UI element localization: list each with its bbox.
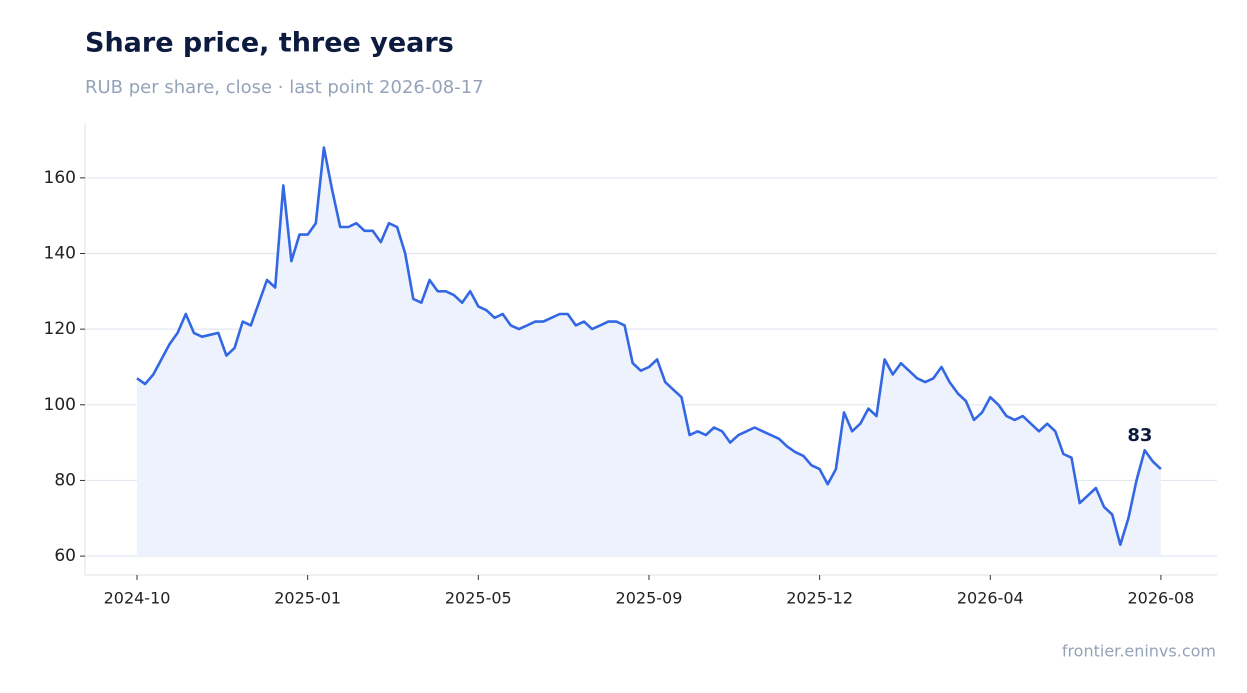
y-tick-label: 120 bbox=[44, 319, 76, 339]
last-value-label: 83 bbox=[1127, 425, 1152, 446]
x-tick-label: 2026-04 bbox=[957, 589, 1024, 608]
y-tick-label: 100 bbox=[44, 395, 76, 415]
x-tick-label: 2025-05 bbox=[445, 589, 512, 608]
y-tick-label: 160 bbox=[44, 168, 76, 188]
x-tick-label: 2026-08 bbox=[1127, 589, 1194, 608]
chart-subtitle: RUB per share, close · last point 2026-0… bbox=[85, 77, 484, 98]
area bbox=[137, 147, 1161, 557]
x-tick-label: 2025-09 bbox=[616, 589, 683, 608]
chart-title: Share price, three years bbox=[85, 28, 454, 59]
y-tick-label: 80 bbox=[54, 470, 76, 490]
source: frontier.eninvs.com bbox=[1062, 642, 1216, 661]
x-tick-label: 2024-10 bbox=[104, 589, 171, 608]
price-line bbox=[136, 146, 1162, 546]
y-tick-label: 60 bbox=[54, 546, 76, 566]
x-tick-label: 2025-01 bbox=[274, 589, 341, 608]
x-tick-label: 2025-12 bbox=[786, 589, 853, 608]
y-tick-label: 140 bbox=[44, 243, 76, 263]
